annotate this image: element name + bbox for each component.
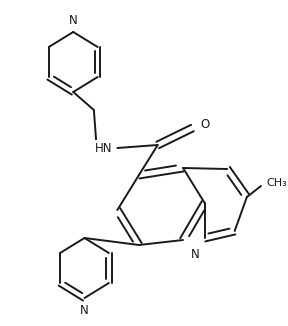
Text: N: N: [69, 14, 77, 27]
Text: N: N: [191, 248, 199, 261]
Text: O: O: [200, 118, 209, 131]
Text: HN: HN: [95, 141, 113, 155]
Text: N: N: [80, 304, 89, 317]
Text: CH₃: CH₃: [267, 178, 287, 188]
